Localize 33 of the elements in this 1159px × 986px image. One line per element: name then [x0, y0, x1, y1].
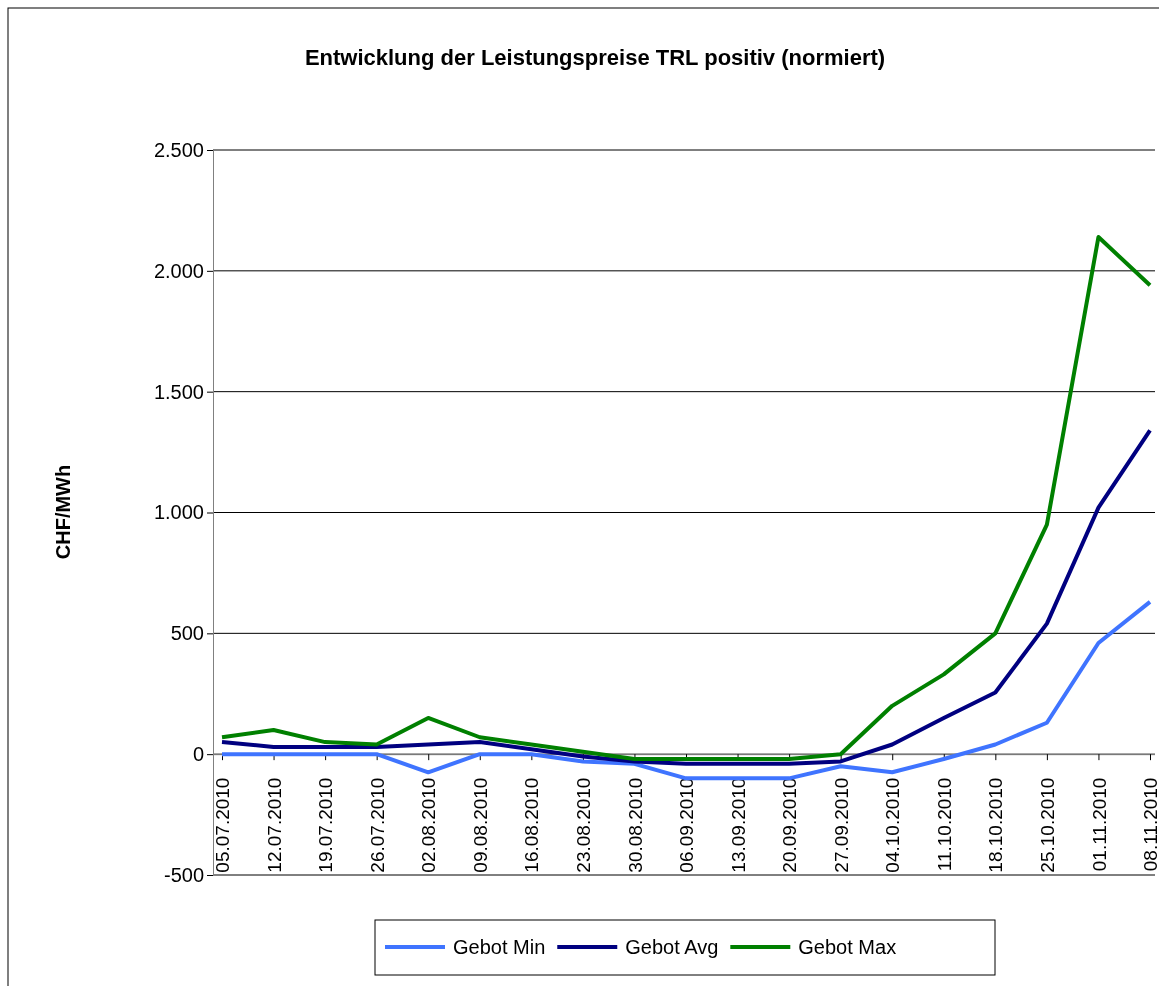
- x-tick-label: 19.07.2010: [315, 777, 337, 873]
- x-tick-label: 16.08.2010: [521, 777, 543, 873]
- x-tick-label: 04.10.2010: [882, 777, 904, 873]
- x-tick-label: 01.11.2010: [1088, 777, 1110, 872]
- chart-title: Entwicklung der Leistungspreise TRL positiv (normiert): [304, 45, 886, 70]
- x-tick-label: 12.07.2010: [263, 777, 285, 873]
- x-tick-label: 30.08.2010: [624, 777, 646, 873]
- x-tick-label: 05.07.2010: [212, 777, 234, 873]
- x-tick-label: 11.10.2010: [933, 777, 955, 872]
- y-tick-label: 0: [192, 743, 204, 766]
- y-tick-label: -500: [163, 863, 204, 886]
- line-series: [220, 235, 1152, 761]
- y-tick-label: 500: [170, 622, 204, 645]
- y-axis-title: CHF/MWh: [52, 464, 74, 560]
- x-tick-label: 18.10.2010: [985, 777, 1007, 873]
- x-tick-label: 27.09.2010: [830, 777, 852, 873]
- y-tick-label: 1.000: [153, 501, 204, 524]
- x-tick-label: 09.08.2010: [469, 777, 491, 873]
- x-tick-label: 23.08.2010: [573, 777, 595, 873]
- legend-label: Gebot Max: [798, 936, 897, 958]
- line-series: [220, 428, 1152, 766]
- y-tick-label: 2.500: [153, 138, 204, 161]
- x-tick-label: 25.10.2010: [1037, 777, 1059, 873]
- x-tick-label: 26.07.2010: [366, 777, 388, 873]
- x-tick-label: 06.09.2010: [676, 777, 698, 873]
- y-tick-label: 1.500: [153, 380, 204, 403]
- legend-label: Gebot Min: [453, 936, 546, 958]
- x-tick-label: 20.09.2010: [779, 777, 801, 873]
- y-tick-label: 2.000: [153, 259, 204, 282]
- x-tick-label: 02.08.2010: [418, 777, 440, 873]
- legend-label: Gebot Avg: [625, 936, 719, 958]
- x-tick-label: 08.11.2010: [1140, 777, 1159, 872]
- x-tick-label: 13.09.2010: [727, 777, 749, 873]
